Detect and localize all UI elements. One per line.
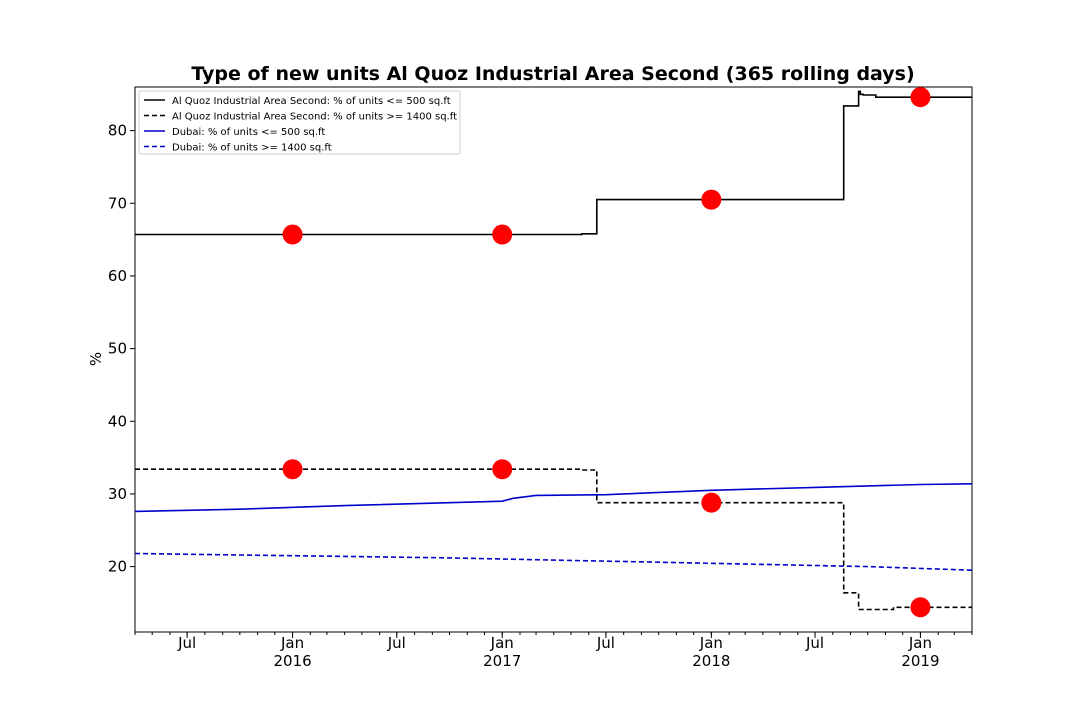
red-marker-point [282, 459, 303, 480]
y-tick-label: 60 [108, 267, 127, 285]
x-tick-year-label: 2019 [901, 652, 939, 670]
series-line-4 [134, 552, 973, 571]
legend-label: Dubai: % of units <= 500 sq.ft [172, 127, 325, 138]
x-tick-label: Jul [177, 634, 196, 652]
plot-area [134, 86, 973, 633]
y-tick-label: 30 [108, 485, 127, 503]
legend: Al Quoz Industrial Area Second: % of uni… [138, 90, 461, 155]
x-tick-label: Jan [699, 634, 723, 652]
y-tick-label: 20 [108, 558, 127, 576]
y-axis: 20 30 40 50 60 70 80 [108, 122, 135, 576]
red-marker-point [701, 492, 722, 513]
red-marker-point [492, 224, 513, 245]
red-marker-point [701, 189, 722, 210]
y-tick-label: 70 [108, 194, 127, 212]
series-line-2 [135, 468, 972, 611]
marker-layer [282, 87, 931, 618]
series-layer [134, 90, 973, 611]
x-tick-label: Jan [908, 634, 932, 652]
series-line-1 [135, 90, 972, 236]
x-tick-year-label: 2017 [483, 652, 521, 670]
x-tick-year-label: 2018 [692, 652, 730, 670]
chart-title: Type of new units Al Quoz Industrial Are… [191, 63, 914, 85]
x-tick-year-label: 2016 [273, 652, 311, 670]
y-tick-label: 80 [108, 122, 127, 140]
legend-label: Al Quoz Industrial Area Second: % of uni… [172, 112, 457, 123]
y-tick-label: 40 [108, 412, 127, 430]
legend-label: Al Quoz Industrial Area Second: % of uni… [172, 96, 451, 107]
red-marker-point [910, 597, 931, 618]
legend-label: Dubai: % of units >= 1400 sq.ft [172, 143, 332, 154]
x-tick-label: Jul [387, 634, 406, 652]
x-tick-label: Jan [280, 634, 304, 652]
series-line-3 [134, 483, 973, 513]
x-tick-label: Jul [805, 634, 824, 652]
red-marker-point [282, 224, 303, 245]
legend-box [138, 90, 461, 155]
x-tick-label: Jan [490, 634, 514, 652]
plot-frame [134, 86, 973, 633]
x-tick-label: Jul [596, 634, 615, 652]
red-marker-point [910, 87, 931, 108]
y-tick-label: 50 [108, 340, 127, 358]
y-axis-label: % [87, 352, 105, 366]
red-marker-point [492, 459, 513, 480]
